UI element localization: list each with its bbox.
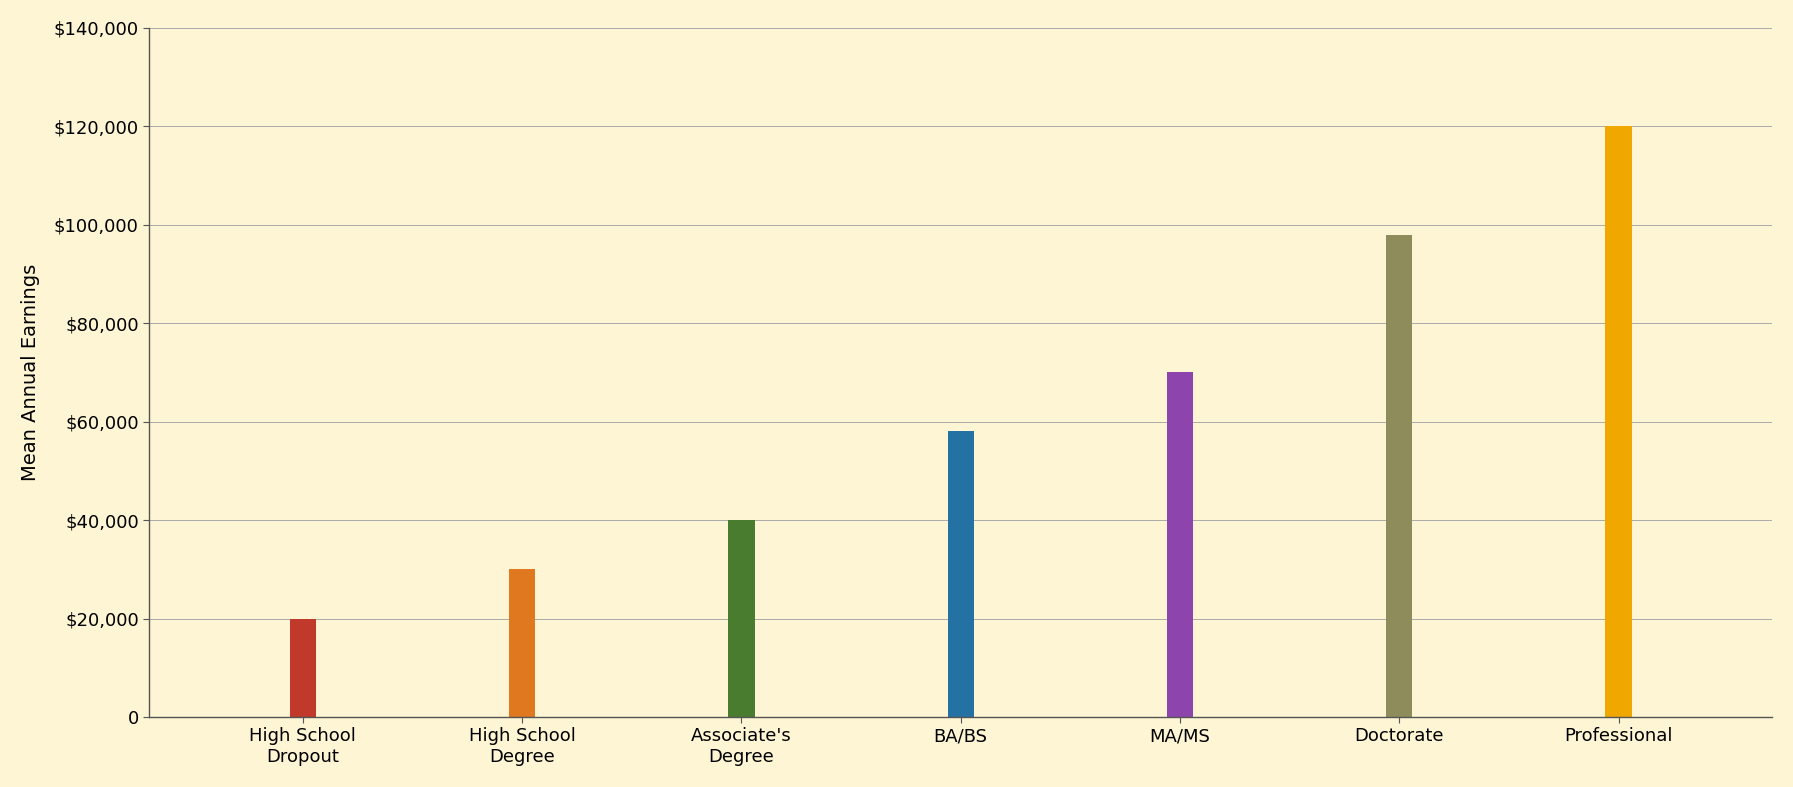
Bar <box>728 520 755 717</box>
Bar <box>1605 126 1632 717</box>
Bar <box>947 431 974 717</box>
Bar <box>1167 372 1192 717</box>
Y-axis label: Mean Annual Earnings: Mean Annual Earnings <box>22 264 39 481</box>
Bar <box>509 569 536 717</box>
Bar <box>1386 235 1413 717</box>
Bar <box>290 619 316 717</box>
